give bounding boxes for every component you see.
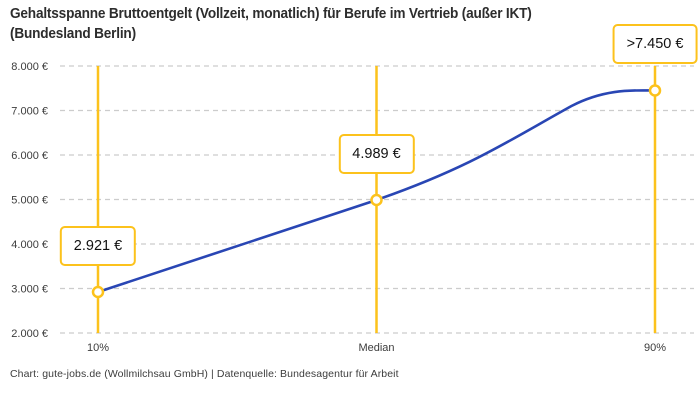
chart-title-line-1: Gehaltsspanne Bruttoentgelt (Vollzeit, m… (10, 6, 532, 22)
chart-title: Gehaltsspanne Bruttoentgelt (Vollzeit, m… (10, 4, 565, 44)
data-point-marker-10% (91, 285, 105, 299)
x-tick-label: 90% (644, 342, 666, 354)
salary-curve (96, 89, 657, 294)
y-tick-label: 4.000 € (11, 239, 48, 251)
chart-attribution: Chart: gute-jobs.de (Wollmilchsau GmbH) … (10, 368, 399, 380)
chart-title-line-2: (Bundesland Berlin) (10, 26, 136, 42)
y-tick-label: 2.000 € (11, 328, 48, 340)
y-tick-label: 3.000 € (11, 284, 48, 296)
data-point-marker-median (370, 193, 383, 207)
x-tick-label: 10% (87, 342, 109, 354)
y-tick-label: 5.000 € (11, 195, 48, 207)
y-tick-label: 8.000 € (11, 61, 48, 73)
x-tick-label: Median (358, 342, 394, 354)
data-point-marker-90% (648, 84, 662, 97)
y-tick-label: 6.000 € (11, 150, 48, 162)
y-tick-label: 7.000 € (11, 106, 48, 118)
